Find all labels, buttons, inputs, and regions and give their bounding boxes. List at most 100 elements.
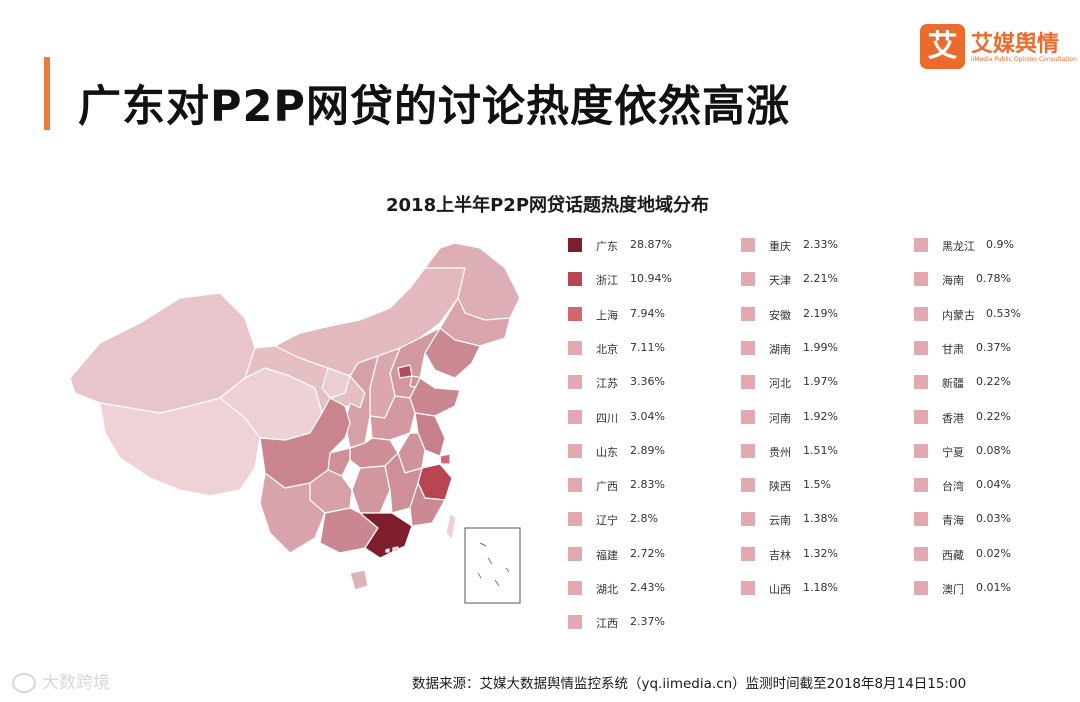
legend-region-value: 0.08%: [976, 443, 1011, 457]
legend-region-value: 0.02%: [976, 546, 1011, 560]
legend-region-value: 2.43%: [630, 581, 665, 594]
legend-swatch: [568, 512, 582, 527]
province-region: [351, 465, 391, 514]
legend-swatch: [741, 375, 755, 390]
legend-region-value: 7.11%: [630, 340, 665, 354]
legend-region-name: 宁夏: [942, 445, 964, 459]
legend-region-name: 湖南: [769, 342, 791, 356]
province-region: [409, 377, 461, 417]
legend-region-value: 10.94%: [630, 272, 672, 286]
legend-region-name: 海南: [942, 274, 964, 288]
page-title: 广东对P2P网贷的讨论热度依然高涨: [78, 82, 790, 132]
legend-region-name: 黑龙江: [942, 240, 975, 253]
legend-region-value: 2.21%: [803, 272, 838, 286]
legend-swatch: [568, 615, 582, 630]
logo-name: 艾媒舆情: [971, 32, 1060, 57]
legend-region-value: 2.72%: [630, 546, 665, 560]
legend-region-value: 3.04%: [630, 409, 665, 423]
legend-swatch: [914, 581, 928, 595]
province-region: [349, 569, 369, 591]
legend-region-value: 0.22%: [976, 409, 1011, 423]
legend-swatch: [741, 478, 755, 493]
legend-region-name: 湖北: [596, 583, 618, 596]
province-region: [359, 512, 413, 559]
province-region: [392, 546, 399, 553]
legend-region-name: 江苏: [596, 377, 618, 391]
legend-region-value: 0.9%: [986, 238, 1014, 251]
legend-swatch: [741, 546, 755, 561]
legend-region-value: 1.99%: [803, 340, 838, 354]
legend-swatch: [914, 478, 928, 493]
legend-region-value: 0.53%: [986, 306, 1021, 320]
province-region: [445, 512, 457, 541]
legend-region-value: 0.01%: [976, 581, 1011, 594]
legend-swatch: [568, 409, 582, 424]
logo-subtitle: iiMedia Public Opinion Consultation: [971, 56, 1077, 63]
province-region: [439, 453, 451, 465]
map-title: 2018上半年P2P网贷话题热度地域分布: [386, 195, 710, 216]
legend-swatch: [914, 306, 928, 321]
legend-swatch: [568, 375, 582, 390]
data-source-note: 数据来源：艾媒大数据舆情监控系统（yq.iimedia.cn）监测时间截至201…: [412, 676, 967, 692]
legend-region-name: 香港: [942, 411, 964, 425]
legend-region-value: 28.87%: [630, 238, 672, 251]
legend-region-name: 贵州: [769, 445, 791, 459]
legend-swatch: [741, 272, 755, 287]
legend-region-name: 内蒙古: [942, 308, 975, 322]
legend-region-value: 3.36%: [630, 375, 665, 389]
watermark-text: 大数跨境: [42, 673, 110, 693]
legend-region-value: 1.18%: [803, 581, 838, 594]
legend-region-value: 0.78%: [976, 272, 1011, 286]
province-region: [99, 397, 261, 497]
province-region: [344, 355, 379, 449]
legend-region-value: 0.04%: [976, 478, 1011, 492]
legend-region-name: 青海: [942, 514, 964, 528]
legend-swatch: [741, 409, 755, 424]
legend-region-name: 陕西: [769, 480, 791, 494]
legend-region-name: 江西: [596, 617, 618, 631]
legend-region-name: 天津: [769, 274, 791, 288]
legend-region-name: 新疆: [942, 377, 964, 391]
legend-swatch: [568, 581, 582, 595]
legend-region-name: 西藏: [942, 548, 964, 562]
legend-region-value: 1.97%: [803, 375, 838, 389]
legend-swatch: [568, 272, 582, 287]
legend-swatch: [568, 340, 582, 355]
legend-region-name: 台湾: [942, 480, 964, 494]
legend-swatch: [914, 546, 928, 561]
legend-swatch: [914, 375, 928, 390]
legend-region-value: 2.33%: [803, 238, 838, 251]
legend-swatch: [741, 443, 755, 458]
legend-region-value: 0.22%: [976, 375, 1011, 389]
province-region: [424, 242, 521, 321]
legend-region-name: 山西: [769, 583, 791, 596]
province-region: [385, 548, 390, 553]
legend-region-value: 2.8%: [630, 512, 658, 526]
legend-swatch: [741, 238, 755, 252]
legend-swatch: [568, 238, 582, 252]
legend-swatch: [741, 306, 755, 321]
legend-region-value: 0.03%: [976, 512, 1011, 526]
legend-region-name: 山东: [596, 445, 618, 459]
province-region: [321, 367, 351, 399]
legend-region-value: 1.38%: [803, 512, 838, 526]
legend-region-name: 安徽: [769, 308, 791, 322]
legend-swatch: [914, 238, 928, 252]
legend-region-name: 北京: [596, 342, 618, 356]
legend-region-name: 河南: [769, 411, 791, 425]
legend-region-value: 7.94%: [630, 306, 665, 320]
legend-swatch: [568, 306, 582, 321]
legend-region-name: 澳门: [942, 583, 964, 596]
legend-swatch: [741, 581, 755, 595]
legend-region-value: 1.92%: [803, 409, 838, 423]
legend-swatch: [568, 478, 582, 493]
legend-region-name: 重庆: [769, 240, 791, 253]
legend-region-name: 上海: [596, 308, 618, 322]
legend-region-value: 1.51%: [803, 443, 838, 457]
legend-region-value: 2.83%: [630, 478, 665, 492]
province-region: [259, 472, 326, 554]
legend-swatch: [568, 443, 582, 458]
legend-swatch: [914, 409, 928, 424]
china-choropleth-map: [69, 242, 521, 604]
legend-swatch: [741, 512, 755, 527]
